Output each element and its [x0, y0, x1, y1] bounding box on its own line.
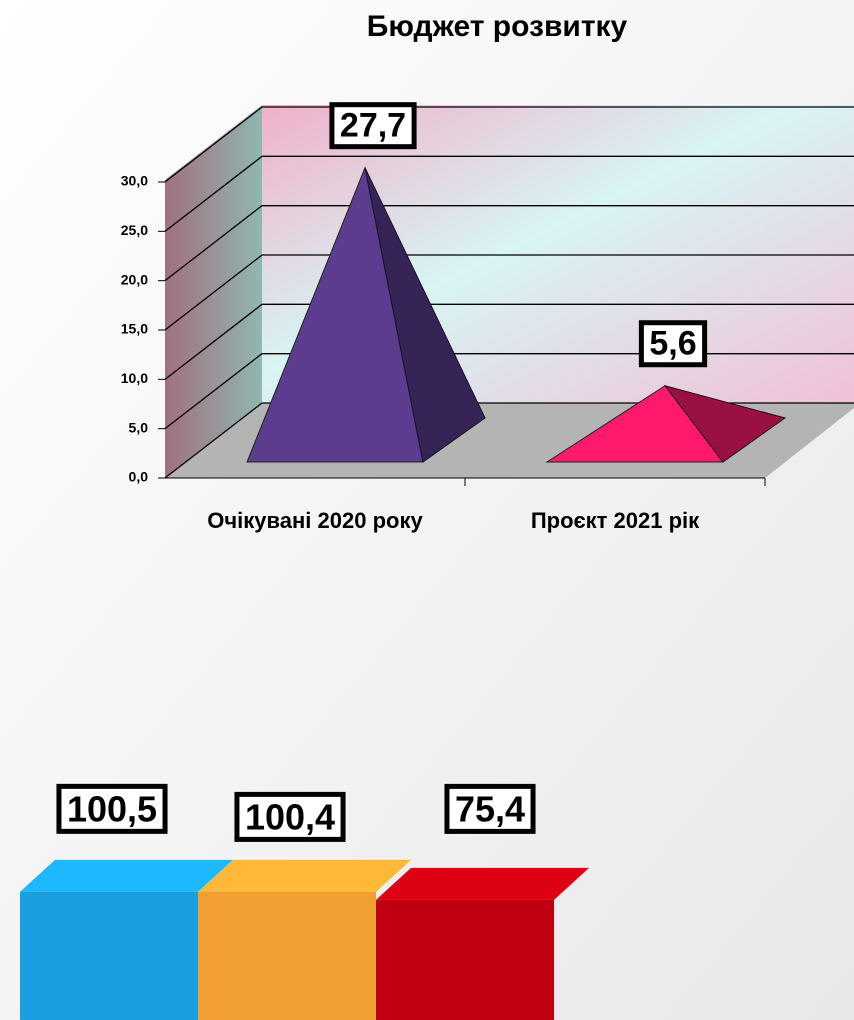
- data-label-box: [56, 783, 168, 834]
- side-wall: [165, 105, 262, 478]
- data-label: 5,6: [649, 325, 696, 363]
- y-tick-label: 5,0: [129, 419, 149, 435]
- data-label: 27,7: [340, 107, 406, 145]
- data-label-box: [329, 102, 417, 150]
- grid-line: [164, 303, 854, 380]
- slab-front: [198, 891, 376, 1020]
- grid-line: [164, 205, 854, 282]
- slab: [198, 859, 411, 1020]
- slab: [376, 867, 589, 1020]
- data-label: 75,4: [455, 788, 525, 829]
- slab: [20, 859, 233, 1020]
- data-label: 100,5: [67, 788, 157, 829]
- y-tick-label: 20,0: [121, 271, 148, 287]
- pyramid-side: [663, 384, 787, 463]
- pyramid-side: [364, 167, 486, 463]
- y-tick-label: 0,0: [129, 469, 149, 485]
- data-label-box: [444, 783, 536, 834]
- slab-top: [376, 867, 589, 900]
- y-tick-label: 30,0: [121, 173, 148, 189]
- pyramid: [246, 165, 486, 463]
- y-tick-label: 25,0: [121, 222, 148, 238]
- chart-title: Бюджет розвитку: [367, 10, 628, 43]
- data-label-box: [234, 791, 346, 842]
- slab-top: [20, 859, 233, 892]
- y-tick-label: 10,0: [121, 370, 148, 386]
- slab-front: [20, 891, 198, 1020]
- slab-front: [376, 899, 554, 1020]
- x-tick-label: Проєкт 2021 рік: [530, 508, 700, 533]
- slab-top: [198, 859, 411, 892]
- pyramid: [545, 384, 787, 463]
- x-tick-label: Очікувані 2020 року: [207, 508, 423, 533]
- grid-line: [164, 155, 854, 232]
- data-label-box: [638, 320, 708, 368]
- x-tick-label-box: Очікувані 2020 року: [207, 508, 423, 533]
- x-tick-label-box: Проєкт 2021 рік: [530, 508, 700, 533]
- data-label: 100,4: [245, 796, 335, 837]
- grid-line: [164, 106, 854, 183]
- y-tick-label: 15,0: [121, 321, 148, 337]
- grid-line: [164, 254, 854, 331]
